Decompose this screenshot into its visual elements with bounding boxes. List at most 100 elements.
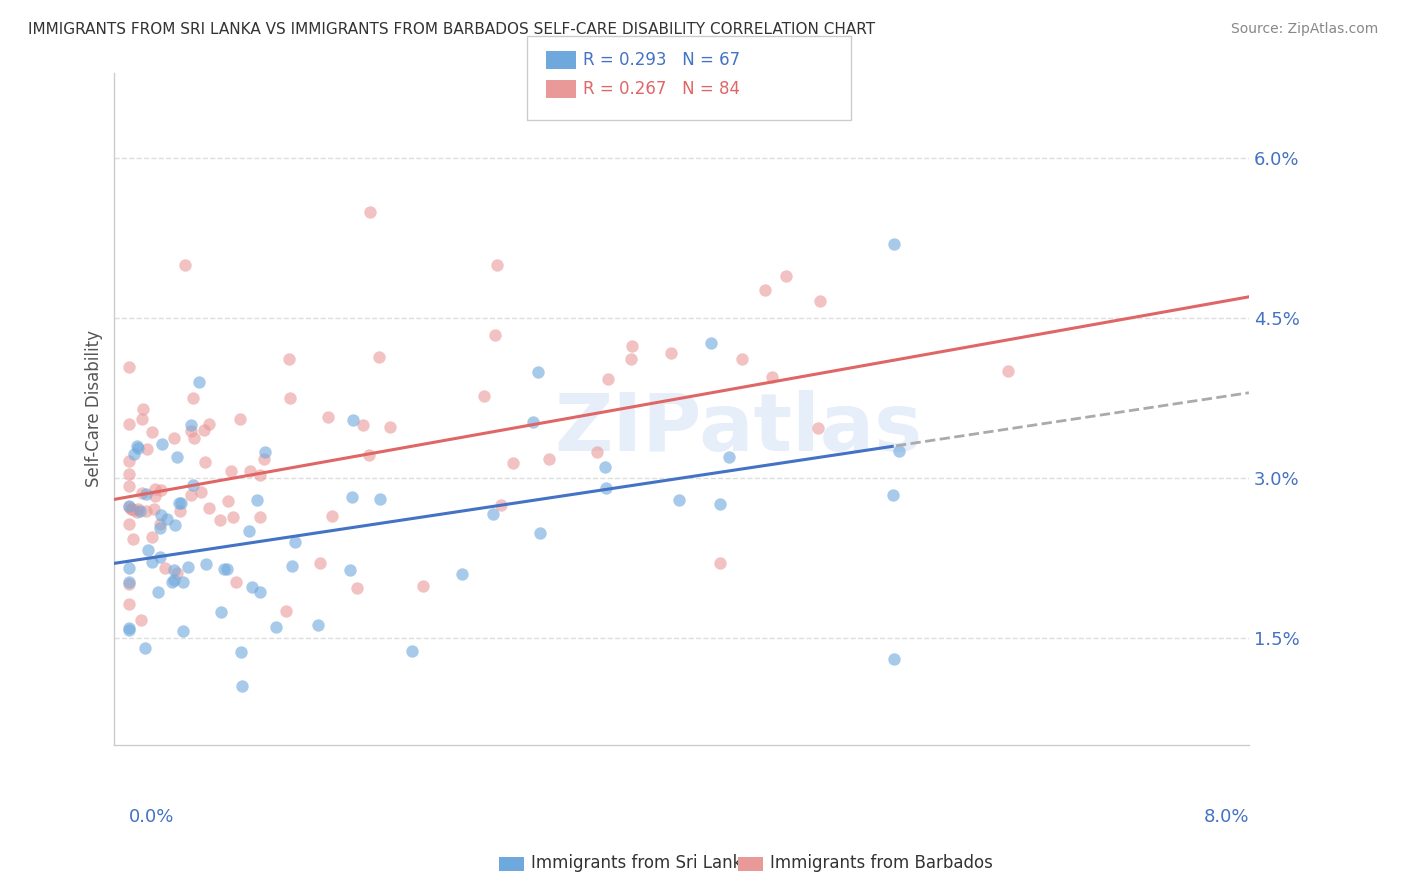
Point bbox=[122, 503, 145, 517]
Point bbox=[274, 604, 297, 618]
Point bbox=[368, 491, 391, 506]
Point bbox=[249, 510, 271, 524]
Point bbox=[659, 346, 682, 360]
Point bbox=[484, 328, 506, 343]
Point bbox=[231, 679, 253, 693]
Text: ZIPatlas: ZIPatlas bbox=[554, 390, 922, 468]
Point bbox=[149, 550, 172, 565]
Point bbox=[131, 485, 153, 500]
Point bbox=[117, 417, 139, 432]
Point bbox=[160, 575, 183, 590]
Point bbox=[163, 573, 186, 587]
Point bbox=[163, 431, 186, 445]
Point bbox=[240, 580, 263, 594]
Point bbox=[155, 561, 177, 575]
Point bbox=[482, 507, 505, 521]
Point bbox=[117, 500, 139, 514]
Point bbox=[149, 517, 172, 532]
Point bbox=[668, 492, 690, 507]
Point bbox=[593, 460, 616, 475]
Point bbox=[122, 447, 145, 461]
Point bbox=[212, 562, 235, 576]
Point bbox=[346, 581, 368, 595]
Point bbox=[135, 442, 157, 457]
Point bbox=[166, 566, 188, 580]
Point bbox=[238, 524, 260, 539]
Point bbox=[253, 444, 276, 458]
Point bbox=[586, 444, 609, 458]
Point bbox=[249, 467, 271, 482]
Text: 8.0%: 8.0% bbox=[1204, 808, 1249, 827]
Point bbox=[489, 498, 512, 512]
Text: Source: ZipAtlas.com: Source: ZipAtlas.com bbox=[1230, 22, 1378, 37]
Point bbox=[342, 490, 364, 504]
Point bbox=[117, 467, 139, 482]
Point bbox=[180, 417, 202, 432]
Point bbox=[183, 477, 205, 491]
Point bbox=[117, 598, 139, 612]
Point bbox=[165, 517, 187, 532]
Point bbox=[170, 496, 193, 510]
Point bbox=[150, 483, 173, 497]
Point bbox=[172, 574, 194, 589]
Point bbox=[284, 534, 307, 549]
Point bbox=[219, 464, 242, 478]
Point bbox=[117, 359, 139, 374]
Point bbox=[156, 512, 179, 526]
Point bbox=[700, 336, 723, 351]
Point bbox=[177, 560, 200, 574]
Point bbox=[620, 352, 643, 367]
Point bbox=[190, 485, 212, 500]
Point bbox=[718, 450, 741, 465]
Point bbox=[359, 204, 381, 219]
Point bbox=[117, 561, 139, 575]
Point bbox=[198, 501, 221, 516]
Point bbox=[761, 370, 783, 384]
Point bbox=[339, 564, 361, 578]
Point bbox=[280, 558, 302, 573]
Point bbox=[117, 500, 139, 514]
Point bbox=[131, 613, 153, 627]
Point bbox=[132, 401, 155, 416]
Point bbox=[352, 418, 374, 433]
Point bbox=[486, 258, 509, 272]
Point bbox=[412, 579, 434, 593]
Point bbox=[401, 644, 423, 658]
Point bbox=[117, 516, 139, 531]
Point bbox=[249, 584, 271, 599]
Point bbox=[538, 452, 561, 467]
Point bbox=[121, 501, 143, 516]
Point bbox=[526, 364, 548, 378]
Point bbox=[129, 503, 152, 517]
Point bbox=[229, 645, 252, 659]
Point bbox=[278, 391, 301, 405]
Text: 0.0%: 0.0% bbox=[128, 808, 174, 827]
Point bbox=[180, 424, 202, 438]
Point bbox=[117, 575, 139, 590]
Point bbox=[127, 441, 149, 455]
Point bbox=[229, 411, 252, 425]
Point bbox=[166, 450, 188, 464]
Point bbox=[225, 575, 247, 590]
Point bbox=[709, 556, 731, 570]
Point bbox=[883, 236, 905, 251]
Point bbox=[127, 502, 149, 516]
Point bbox=[239, 464, 262, 478]
Point bbox=[131, 411, 153, 425]
Point bbox=[209, 605, 232, 619]
Point bbox=[194, 557, 217, 571]
Point bbox=[174, 258, 197, 272]
Point bbox=[142, 501, 165, 516]
Point bbox=[117, 479, 139, 493]
Point bbox=[522, 415, 544, 429]
Point bbox=[309, 556, 332, 570]
Point bbox=[529, 526, 551, 541]
Point bbox=[217, 494, 239, 508]
Point bbox=[169, 504, 191, 518]
Point bbox=[451, 567, 474, 582]
Point bbox=[118, 454, 141, 468]
Text: IMMIGRANTS FROM SRI LANKA VS IMMIGRANTS FROM BARBADOS SELF-CARE DISABILITY CORRE: IMMIGRANTS FROM SRI LANKA VS IMMIGRANTS … bbox=[28, 22, 876, 37]
Point bbox=[217, 562, 239, 576]
Point bbox=[198, 417, 221, 431]
Point bbox=[264, 620, 287, 634]
